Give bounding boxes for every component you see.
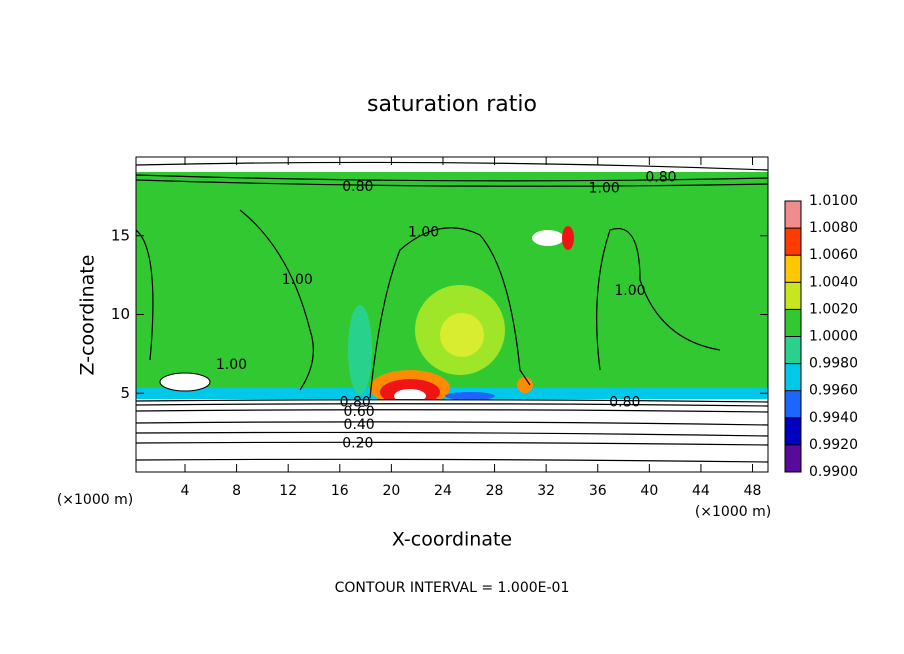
contour-line	[135, 403, 769, 407]
contour-line	[135, 431, 769, 437]
field-top	[136, 157, 768, 172]
colorbar-label: 0.9960	[809, 383, 858, 399]
colorbar-bin	[785, 390, 801, 418]
colorbar-label: 0.9940	[809, 410, 858, 426]
field-blue	[445, 392, 495, 400]
contour-label: 0.20	[342, 436, 373, 452]
field-red-patch	[562, 226, 574, 250]
contour-label: 0.80	[340, 395, 371, 411]
contour-label: 1.00	[589, 181, 620, 197]
colorbar-label: 1.0080	[809, 220, 858, 236]
x-tick-label: 8	[232, 483, 241, 499]
colorbar-label: 1.0000	[809, 329, 858, 345]
colorbar-bin	[785, 201, 801, 229]
field-orange2	[517, 377, 533, 393]
y-tick-label: 10	[111, 305, 130, 323]
contour-line	[369, 227, 531, 399]
colorbar-bin	[785, 336, 801, 364]
colorbar-label: 0.9980	[809, 356, 858, 372]
contour-label: 0.80	[342, 179, 373, 195]
field-cyan-streak	[348, 305, 372, 395]
colorbar-label: 1.0060	[809, 247, 858, 263]
field	[135, 157, 769, 472]
x-tick-label: 28	[486, 483, 504, 499]
contour-line	[135, 421, 769, 426]
colorbar-bin	[785, 417, 801, 445]
field-yellow	[440, 313, 484, 357]
x-tick-label: 36	[589, 483, 607, 499]
x-unit-left: (×1000 m)	[57, 492, 133, 508]
footer: CONTOUR INTERVAL = 1.000E-01	[335, 580, 570, 596]
x-tick-label: 16	[331, 483, 349, 499]
contour-label: 1.00	[614, 283, 645, 299]
y-tick-label: 5	[120, 384, 130, 402]
contour-line	[135, 409, 769, 413]
contour-label: 1.00	[408, 225, 439, 241]
field-white-patch	[532, 230, 564, 246]
colorbar-label: 0.9900	[809, 464, 858, 480]
x-tick-label: 48	[744, 483, 762, 499]
contour-label: 0.60	[344, 404, 375, 420]
x-tick-label: 4	[181, 483, 190, 499]
colorbar-bin	[785, 282, 801, 310]
colorbar-bin	[785, 444, 801, 472]
colorbar-label: 1.0020	[809, 301, 858, 317]
contour-label: 1.00	[282, 272, 313, 288]
y-tick-label: 15	[111, 226, 130, 244]
contour-lines	[135, 161, 769, 463]
colorbar-bin	[785, 309, 801, 337]
x-tick-label: 44	[692, 483, 710, 499]
colorbar-label: 0.9920	[809, 437, 858, 453]
colorbar-label: 1.0040	[809, 274, 858, 290]
x-tick-label: 40	[640, 483, 658, 499]
colorbar-bin	[785, 363, 801, 391]
x-tick-label: 20	[382, 483, 400, 499]
colorbar-bin	[785, 228, 801, 256]
contour-label: 0.80	[609, 395, 640, 411]
contour-line	[135, 174, 769, 182]
contour-line	[135, 441, 769, 446]
colorbar-label: 1.0100	[809, 193, 858, 209]
contour-label: 0.80	[645, 169, 676, 185]
x-unit-right: (×1000 m)	[695, 504, 771, 520]
x-tick-label: 12	[279, 483, 297, 499]
x-tick-label: 32	[537, 483, 555, 499]
contour-line	[135, 179, 769, 187]
contour-line	[135, 399, 769, 403]
contour-line	[135, 161, 769, 171]
contour-line	[135, 458, 769, 463]
colorbar-bin	[785, 255, 801, 283]
x-tick-label: 24	[434, 483, 452, 499]
contour-label: 1.00	[216, 357, 247, 373]
field-cloud	[159, 372, 211, 392]
contour-label: 0.40	[344, 417, 375, 433]
y-axis-label: Z-coordinate	[77, 255, 99, 376]
chart-title: saturation ratio	[367, 92, 537, 117]
contour-line	[596, 228, 721, 371]
x-axis-label: X-coordinate	[392, 529, 512, 551]
